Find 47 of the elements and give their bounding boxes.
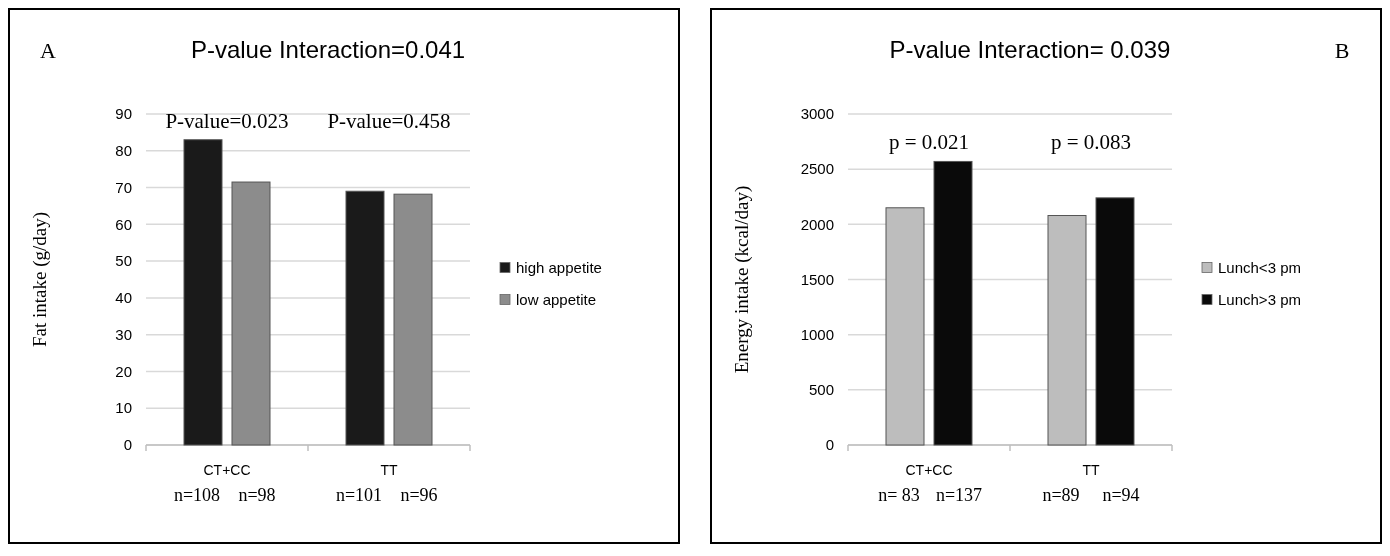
y-tick-label: 3000 (800, 105, 834, 123)
y-tick-label: 20 (115, 362, 132, 380)
text: n=98 (238, 485, 276, 505)
y-tick-label: 60 (115, 215, 132, 233)
y-axis-title: Energy intake (kcal/day) (731, 185, 753, 374)
text: n=137 (935, 485, 983, 505)
x-tick-label: CT+CC (203, 462, 251, 478)
annotation: p = 0.021 (888, 130, 970, 155)
bar (183, 139, 223, 446)
bar (393, 193, 433, 446)
y-tick-label: 1000 (800, 325, 834, 343)
text: n=94 (1102, 485, 1140, 505)
annotation: P-value=0.458 (327, 108, 451, 133)
text: n=108 (173, 485, 221, 505)
y-tick-label: 1500 (800, 270, 834, 288)
annotation: P-value=0.023 (165, 108, 289, 133)
y-tick-label: 30 (115, 325, 132, 343)
text: n=89 (1042, 485, 1080, 505)
legend-label: high appetite (516, 258, 602, 276)
bar (345, 190, 385, 446)
y-tick-label: 2500 (800, 160, 834, 178)
y-tick-label: 0 (825, 436, 834, 454)
x-tick-label: TT (1082, 462, 1100, 478)
y-tick-label: 500 (808, 381, 834, 399)
text: A (40, 38, 57, 63)
y-tick-label: 2000 (800, 215, 834, 233)
x-tick-label: TT (380, 462, 398, 478)
bar (231, 181, 271, 446)
y-tick-label: 90 (115, 105, 132, 123)
y-tick-label: 0 (123, 436, 132, 454)
chart-title: P-value Interaction= 0.039 (889, 36, 1171, 63)
y-tick-label: 50 (115, 252, 132, 270)
text: B (1334, 38, 1350, 63)
legend-label: low appetite (516, 290, 597, 308)
legend-label: Lunch<3 pm (1218, 258, 1301, 276)
text: n=101 (335, 485, 383, 505)
text: n= 83 (878, 485, 920, 505)
y-tick-label: 80 (115, 142, 132, 160)
chart-title: P-value Interaction=0.041 (190, 36, 466, 63)
text: n=96 (400, 485, 438, 505)
y-tick-label: 40 (115, 289, 132, 307)
x-tick-label: CT+CC (905, 462, 953, 478)
y-axis-title: Fat intake (g/day) (29, 211, 51, 348)
annotation: p = 0.083 (1050, 130, 1132, 155)
legend-label: Lunch>3 pm (1218, 290, 1301, 308)
y-tick-label: 70 (115, 178, 132, 196)
y-tick-label: 10 (115, 399, 132, 417)
